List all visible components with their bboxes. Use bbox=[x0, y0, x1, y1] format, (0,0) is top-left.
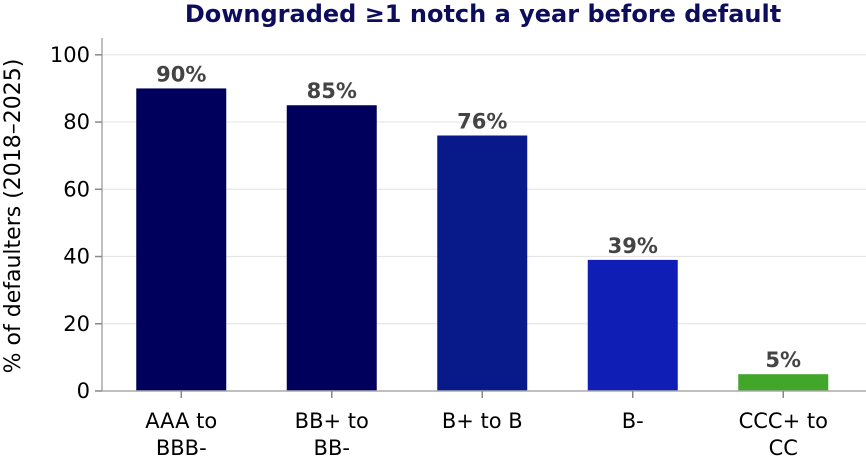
axes bbox=[101, 38, 866, 392]
y-tick-label: 100 bbox=[50, 43, 90, 67]
data-label: 76% bbox=[457, 109, 507, 133]
x-tick-label: B- bbox=[622, 409, 644, 433]
y-ticks: 0 20 40 60 80 100 bbox=[50, 43, 102, 403]
y-tick-label: 20 bbox=[63, 312, 90, 336]
y-tick-label: 80 bbox=[63, 110, 90, 134]
data-label: 90% bbox=[156, 62, 206, 86]
data-labels: 90% 85% 76% 39% 5% bbox=[156, 62, 801, 372]
y-axis-label: % of defaulters (2018–2025) bbox=[1, 59, 26, 374]
x-tick-label: CCC+ to CC bbox=[739, 409, 828, 457]
x-ticks: AAA to BBB- BB+ to BB- B+ to B B- CCC+ to CC bbox=[145, 391, 828, 457]
x-tick-label: AAA to BBB- bbox=[145, 409, 217, 457]
data-label: 39% bbox=[608, 234, 658, 258]
y-tick-label: 60 bbox=[63, 177, 90, 201]
bars bbox=[136, 88, 829, 391]
data-label: 5% bbox=[765, 348, 801, 372]
bar bbox=[286, 105, 377, 391]
x-tick-label: BB+ to BB- bbox=[295, 409, 369, 457]
chart-title: Downgraded ≥1 notch a year before defaul… bbox=[185, 0, 781, 28]
bar bbox=[437, 135, 528, 391]
bar bbox=[136, 88, 227, 391]
bar bbox=[587, 259, 678, 391]
bar bbox=[738, 374, 829, 391]
y-tick-label: 40 bbox=[63, 245, 90, 269]
y-tick-label: 0 bbox=[77, 379, 90, 403]
x-tick-label: B+ to B bbox=[442, 409, 523, 433]
data-label: 85% bbox=[307, 79, 357, 103]
